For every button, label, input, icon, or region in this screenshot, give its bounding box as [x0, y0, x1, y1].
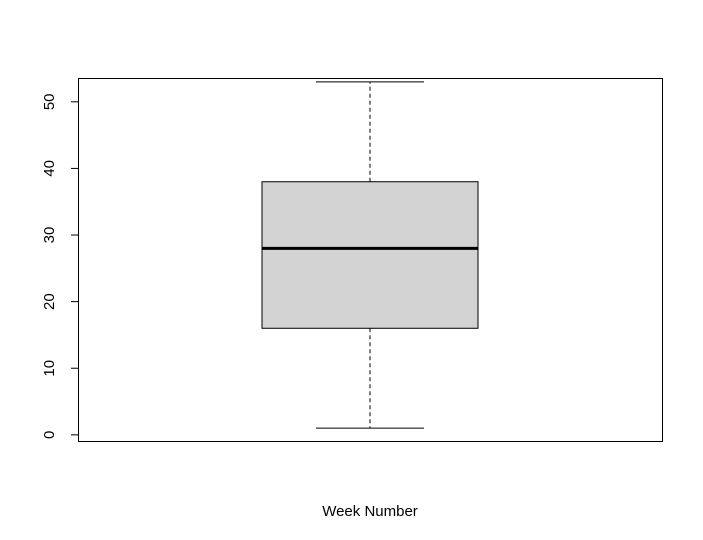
box-plot [261, 81, 479, 429]
y-axis: 0 10 20 30 40 50 [41, 93, 79, 439]
y-tick-label: 20 [41, 293, 58, 310]
y-tick-label: 50 [41, 93, 58, 110]
y-tick-label: 30 [41, 227, 58, 244]
iqr-box [261, 181, 479, 329]
y-tick-label: 10 [41, 360, 58, 377]
y-tick-label: 0 [41, 431, 58, 439]
x-axis-label: Week Number [322, 503, 418, 520]
y-tick-label: 40 [41, 160, 58, 177]
